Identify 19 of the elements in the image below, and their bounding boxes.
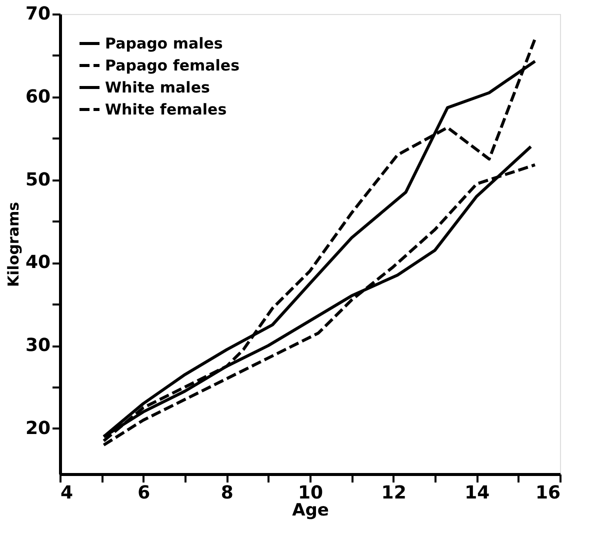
legend-label: White females: [105, 100, 227, 118]
y-tick-label: 40: [25, 252, 50, 274]
x-tick-label: 14: [464, 482, 490, 504]
legend-label: White males: [105, 78, 210, 96]
x-tick-label: 4: [60, 482, 74, 504]
y-axis-title: Kilograms: [4, 202, 22, 288]
x-tick-label: 8: [220, 482, 234, 504]
y-tick-label: 60: [25, 86, 50, 108]
y-tick-label: 50: [25, 169, 50, 190]
legend-label: Papago males: [105, 34, 223, 52]
x-tick-label: 10: [298, 482, 324, 504]
x-axis-title: Age: [292, 500, 329, 520]
y-tick-label: 20: [25, 418, 50, 439]
x-tick-label: 16: [535, 482, 560, 504]
y-tick-label: 30: [25, 335, 50, 356]
y-tick-label: 70: [25, 4, 50, 24]
x-tick-label: 12: [381, 482, 406, 504]
legend-label: Papago females: [105, 56, 240, 74]
x-tick-label: 6: [138, 482, 150, 504]
